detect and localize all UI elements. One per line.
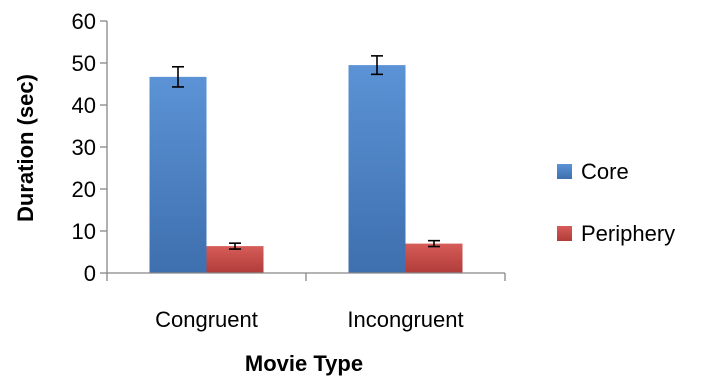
error-bar xyxy=(229,242,241,250)
y-axis-ticks: 0 10 20 30 40 50 60 xyxy=(72,9,107,286)
x-category-label: Congruent xyxy=(155,307,258,332)
legend-label-core: Core xyxy=(581,159,629,184)
bar-core-congruent xyxy=(149,76,207,273)
bars xyxy=(149,65,463,273)
x-axis-title: Movie Type xyxy=(245,351,363,376)
y-tick-label: 20 xyxy=(72,177,96,202)
legend-swatch-periphery xyxy=(557,226,572,241)
y-tick-label: 40 xyxy=(72,93,96,118)
legend-swatch-core xyxy=(557,164,572,179)
legend-label-periphery: Periphery xyxy=(581,221,675,246)
error-bar xyxy=(172,65,184,88)
y-tick-label: 60 xyxy=(72,9,96,34)
y-axis-title: Duration (sec) xyxy=(13,74,38,222)
bar-core-incongruent xyxy=(348,65,406,273)
y-tick-label: 10 xyxy=(72,219,96,244)
x-axis-category-labels: Congruent Incongruent xyxy=(155,307,463,332)
x-category-label: Incongruent xyxy=(347,307,463,332)
bar-periphery-incongruent xyxy=(405,243,463,273)
bar-periphery-congruent xyxy=(206,246,264,273)
y-tick-label: 0 xyxy=(84,261,96,286)
y-tick-label: 50 xyxy=(72,51,96,76)
x-axis-ticks xyxy=(106,273,506,281)
error-bars xyxy=(172,55,440,250)
error-bar xyxy=(371,55,383,76)
error-bar xyxy=(428,239,440,248)
y-tick-label: 30 xyxy=(72,135,96,160)
legend: Core Periphery xyxy=(557,159,675,246)
